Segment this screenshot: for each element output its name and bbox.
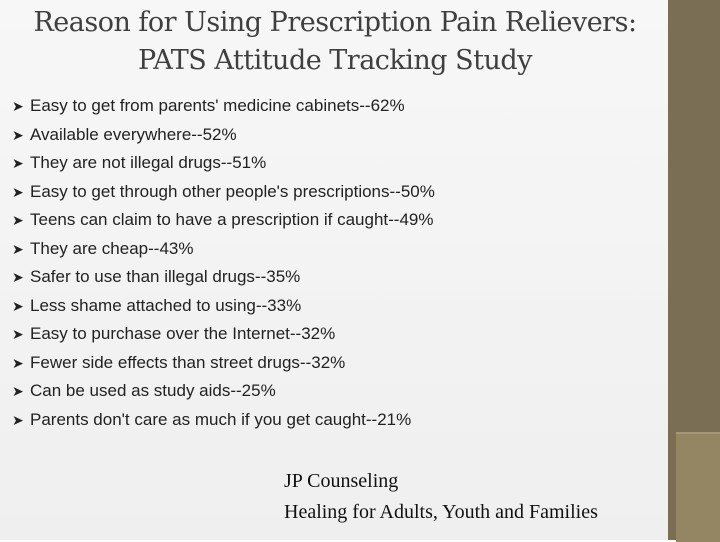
- list-item: ➤ Teens can claim to have a prescription …: [12, 210, 652, 239]
- list-item: ➤ Easy to get from parents' medicine cabi…: [12, 96, 652, 125]
- footer-credit: JP Counseling Healing for Adults, Youth …: [284, 466, 598, 528]
- list-item-text: Less shame attached to using--33%: [30, 295, 302, 315]
- list-item-text: They are not illegal drugs--51%: [30, 153, 267, 172]
- list-item-text: Can be used as study aids--25%: [30, 381, 276, 400]
- arrow-bullet-icon: ➤: [12, 99, 24, 115]
- arrow-bullet-icon: ➤: [12, 384, 24, 400]
- list-item: ➤ They are not illegal drugs--51%: [12, 153, 652, 182]
- list-item: ➤ Parents don't care as much if you get c…: [12, 410, 652, 439]
- arrow-bullet-icon: ➤: [12, 241, 24, 258]
- arrow-bullet-icon: ➤: [12, 355, 24, 372]
- arrow-bullet-icon: ➤: [12, 298, 24, 315]
- arrow-bullet-icon: ➤: [12, 184, 24, 201]
- list-item-text: Easy to purchase over the Internet--32%: [30, 324, 336, 343]
- arrow-bullet-icon: ➤: [12, 412, 24, 429]
- list-item: ➤ Fewer side effects than street drugs--3…: [12, 353, 652, 382]
- list-item: ➤ Easy to purchase over the Internet--32%: [12, 324, 652, 353]
- list-item: ➤ Available everywhere--52%: [12, 125, 652, 154]
- list-item-text: Easy to get from parents' medicine cabin…: [30, 96, 405, 115]
- arrow-bullet-icon: ➤: [12, 156, 24, 172]
- list-item: ➤ They are cheap--43%: [12, 239, 652, 268]
- list-item: ➤ Easy to get through other people's pres…: [12, 182, 652, 211]
- decorative-sidebar-accent: [676, 432, 720, 542]
- arrow-bullet-icon: ➤: [12, 270, 24, 286]
- arrow-bullet-icon: ➤: [12, 127, 24, 144]
- list-item-text: Easy to get through other people's presc…: [30, 181, 435, 201]
- arrow-bullet-icon: ➤: [12, 213, 24, 229]
- footer-tagline: Healing for Adults, Youth and Families: [284, 501, 598, 523]
- slide-title: Reason for Using Prescription Pain Relie…: [33, 7, 637, 76]
- list-item-text: Parents don't care as much if you get ca…: [30, 409, 412, 429]
- list-item: ➤ Safer to use than illegal drugs--35%: [12, 267, 652, 296]
- bullet-list: ➤ Easy to get from parents' medicine cabi…: [12, 96, 652, 438]
- list-item: ➤ Less shame attached to using--33%: [12, 296, 652, 325]
- list-item-text: Available everywhere--52%: [30, 124, 237, 144]
- list-item-text: Safer to use than illegal drugs--35%: [30, 267, 301, 286]
- slide-canvas: Reason for Using Prescription Pain Relie…: [0, 0, 668, 540]
- arrow-bullet-icon: ➤: [12, 327, 24, 343]
- list-item: ➤ Can be used as study aids--25%: [12, 381, 652, 410]
- list-item-text: Teens can claim to have a prescription i…: [30, 210, 434, 229]
- footer-organization: JP Counseling: [284, 470, 399, 492]
- list-item-text: They are cheap--43%: [30, 238, 194, 258]
- list-item-text: Fewer side effects than street drugs--32…: [30, 352, 346, 372]
